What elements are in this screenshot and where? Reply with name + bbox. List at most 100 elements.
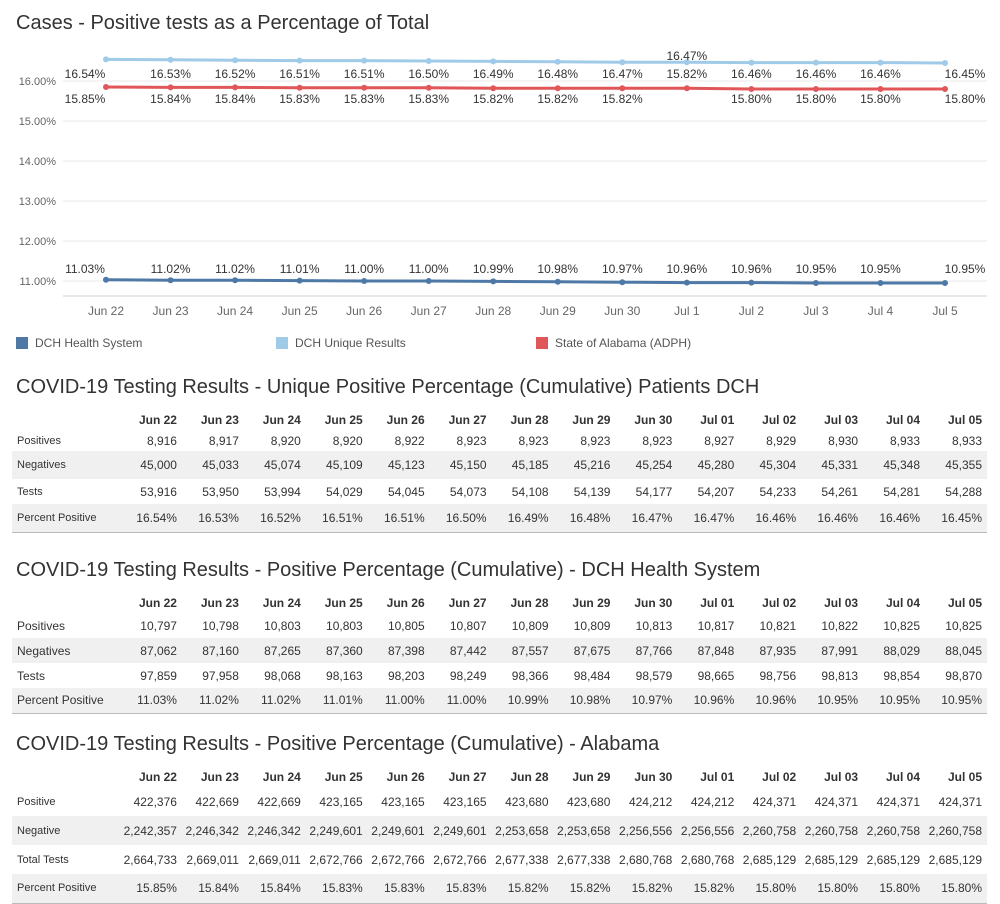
legend-item-dch-health-system[interactable]: DCH Health System bbox=[16, 336, 142, 350]
table-cell: 54,139 bbox=[573, 484, 611, 499]
table-cell: 2,253,658 bbox=[553, 816, 616, 845]
column-header: Jun 23 bbox=[200, 413, 239, 427]
table-cell: 424,371 bbox=[752, 794, 797, 809]
data-point bbox=[812, 280, 819, 286]
table-cell: 97,859 bbox=[140, 668, 177, 683]
table-cell: 10,803 bbox=[264, 618, 301, 633]
data-point bbox=[103, 276, 109, 283]
data-label: 15.82% bbox=[666, 67, 707, 81]
column-header: Jul 01 bbox=[700, 596, 735, 610]
data-point bbox=[232, 84, 239, 91]
data-point bbox=[748, 279, 755, 286]
table-cell: 45,280 bbox=[677, 451, 740, 479]
table-row: Percent Positive 11.03% 11.02% 11.02% 11.01%… bbox=[12, 688, 987, 714]
table-cell: 2,680,768 bbox=[680, 852, 735, 867]
table-cell: 10.95% bbox=[801, 688, 864, 714]
x-tick-label: Jun 22 bbox=[88, 304, 124, 318]
table-cell: 10,803 bbox=[326, 618, 363, 633]
table-cell: 87,398 bbox=[367, 638, 430, 663]
table-cell: 8,917 bbox=[208, 433, 239, 448]
data-point bbox=[296, 84, 303, 91]
x-tick-label: Jun 23 bbox=[153, 304, 189, 318]
table-cell: 10,821 bbox=[759, 618, 797, 633]
table-cell: 54,207 bbox=[697, 484, 735, 499]
row-label: Percent Positive bbox=[12, 504, 121, 533]
data-label: 15.84% bbox=[150, 92, 191, 106]
data-point bbox=[554, 85, 561, 92]
legend-label: State of Alabama (ADPH) bbox=[555, 336, 692, 350]
column-header: Jul 05 bbox=[947, 596, 982, 610]
column-header: Jun 30 bbox=[634, 596, 673, 610]
table-row: Negative 2,242,357 2,246,342 2,246,342 2,249… bbox=[12, 816, 987, 845]
data-label: 11.02% bbox=[151, 262, 191, 276]
data-point bbox=[296, 57, 303, 64]
table-cell: 10,807 bbox=[449, 618, 487, 633]
legend-label: DCH Health System bbox=[35, 336, 143, 350]
table-cell: 11.01% bbox=[305, 688, 368, 714]
data-point bbox=[490, 58, 497, 65]
table-cell: 53,950 bbox=[202, 484, 239, 499]
data-label: 15.80% bbox=[796, 92, 837, 106]
row-label: Negatives bbox=[12, 451, 121, 479]
table-cell: 8,929 bbox=[766, 433, 797, 448]
table-cell: 45,123 bbox=[367, 451, 430, 479]
table-row: Percent Positive 16.54% 16.53% 16.52% 16.51%… bbox=[12, 504, 987, 533]
data-label: 10.97% bbox=[602, 262, 643, 276]
data-label: 16.52% bbox=[215, 67, 256, 81]
column-header: Jun 22 bbox=[138, 596, 177, 610]
table-cell: 87,557 bbox=[491, 638, 554, 663]
column-header: Jul 02 bbox=[762, 596, 797, 610]
data-point bbox=[167, 84, 174, 91]
table-cell: 45,331 bbox=[801, 451, 864, 479]
corner-cell bbox=[12, 593, 120, 613]
data-label: 10.96% bbox=[731, 262, 772, 276]
data-point bbox=[942, 86, 948, 92]
legend-swatch bbox=[16, 337, 28, 349]
column-header: Jun 26 bbox=[386, 596, 425, 610]
row-label: Percent Positive bbox=[12, 688, 121, 714]
data-label: 16.54% bbox=[65, 67, 106, 81]
column-header: Jun 23 bbox=[200, 770, 239, 784]
x-tick-label: Jul 3 bbox=[803, 304, 829, 318]
table-cell: 16.46% bbox=[801, 504, 864, 533]
table-cell: 8,916 bbox=[146, 433, 177, 448]
data-point bbox=[619, 279, 626, 286]
column-header: Jun 30 bbox=[634, 770, 673, 784]
table-cell: 10.96% bbox=[739, 688, 802, 714]
table-cell: 8,923 bbox=[580, 433, 611, 448]
column-header: Jul 03 bbox=[824, 770, 859, 784]
table-row: Positive 422,376 422,669 422,669 423,165 423,… bbox=[12, 787, 987, 816]
table-cell: 2,249,601 bbox=[305, 816, 368, 845]
table-cell: 2,246,342 bbox=[243, 816, 306, 845]
table-dch-health-system: Jun 22 Jun 23 Jun 24 Jun 25 Jun 26 Jun 27 Jun … bbox=[12, 593, 987, 714]
data-label: 15.80% bbox=[731, 92, 772, 106]
table-cell: 2,672,766 bbox=[309, 852, 363, 867]
legend-item-dch-unique-results[interactable]: DCH Unique Results bbox=[276, 336, 406, 350]
table-cell: 54,281 bbox=[883, 484, 921, 499]
table-cell: 8,923 bbox=[518, 433, 549, 448]
table-cell: 16.53% bbox=[181, 504, 244, 533]
table-cell: 10,809 bbox=[511, 618, 549, 633]
data-label: 15.84% bbox=[215, 92, 256, 106]
data-label: 16.46% bbox=[860, 67, 901, 81]
table-cell: 45,109 bbox=[305, 451, 368, 479]
data-label: 10.95% bbox=[860, 262, 901, 276]
table-cell: 423,680 bbox=[505, 794, 549, 809]
legend-swatch bbox=[276, 337, 288, 349]
table-cell: 16.48% bbox=[553, 504, 616, 533]
data-point bbox=[361, 84, 368, 91]
table-cell: 98,813 bbox=[821, 668, 859, 683]
data-point bbox=[232, 57, 239, 64]
data-point bbox=[103, 56, 109, 63]
data-point bbox=[361, 278, 368, 284]
column-header: Jun 26 bbox=[386, 413, 425, 427]
table-row: Total Tests 2,664,733 2,669,011 2,669,011 2,… bbox=[12, 845, 987, 874]
column-header: Jun 22 bbox=[138, 770, 177, 784]
data-label: 10.99% bbox=[473, 262, 514, 276]
column-header: Jun 27 bbox=[448, 770, 487, 784]
legend-item-state-of-alabama[interactable]: State of Alabama (ADPH) bbox=[536, 336, 691, 350]
x-tick-label: Jun 25 bbox=[282, 304, 318, 318]
table-cell: 98,203 bbox=[387, 668, 425, 683]
table-cell: 15.82% bbox=[553, 874, 616, 904]
chart-legend: DCH Health System DCH Unique Results Sta… bbox=[0, 336, 1000, 354]
